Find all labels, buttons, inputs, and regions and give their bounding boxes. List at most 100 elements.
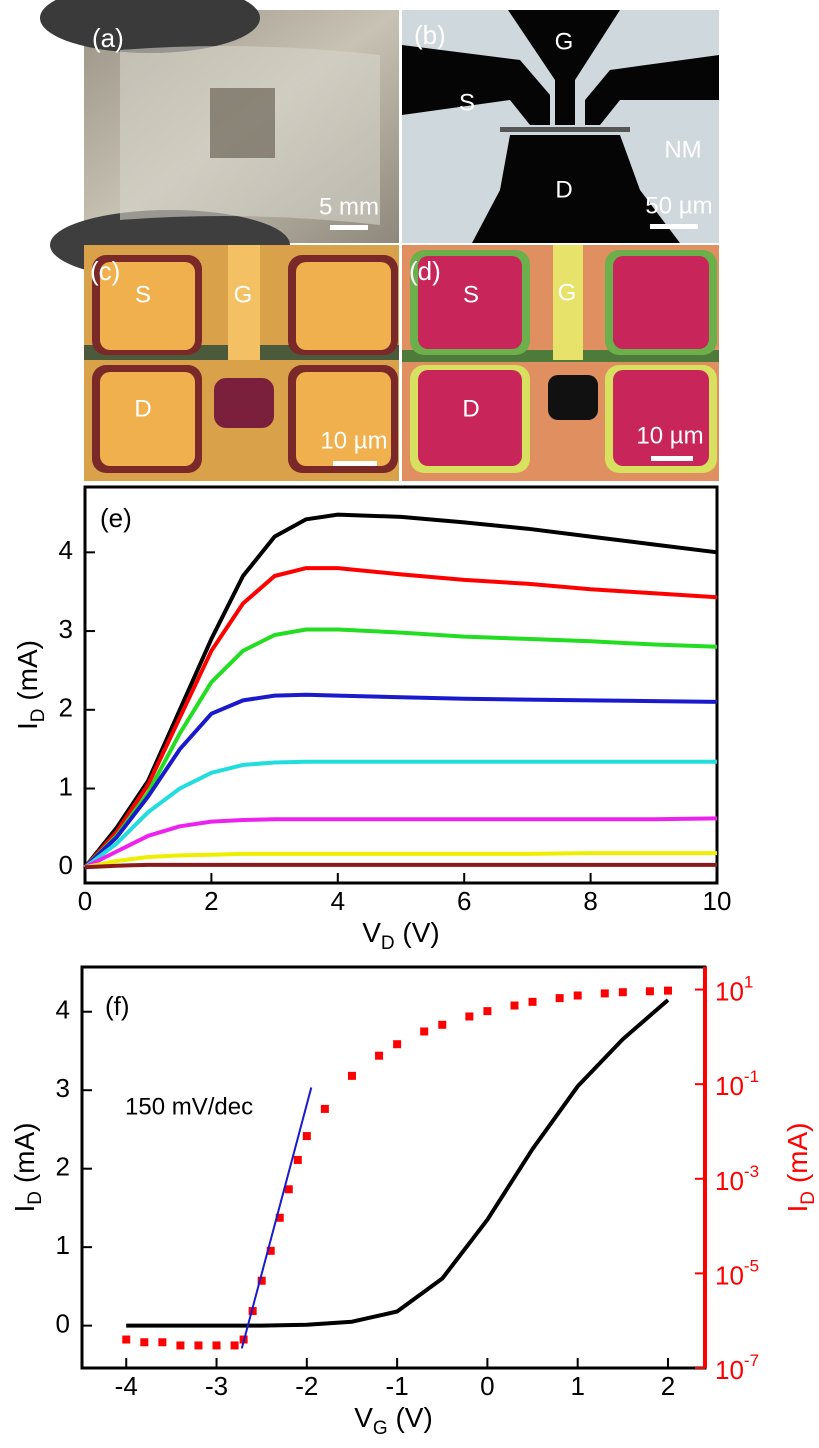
panel-label: (e) bbox=[100, 503, 132, 533]
region-label: NM bbox=[664, 136, 701, 163]
label-part: D bbox=[381, 933, 395, 954]
x-tick-label: 2 bbox=[204, 886, 218, 916]
x-tick-label: 0 bbox=[78, 886, 92, 916]
data-point bbox=[140, 1338, 148, 1346]
data-point bbox=[664, 987, 672, 995]
plot-frame bbox=[82, 967, 705, 1368]
data-line bbox=[126, 1000, 668, 1326]
region-label: S bbox=[463, 281, 479, 308]
scale-bar-label: 5 mm bbox=[319, 193, 379, 220]
y-tick-label: 2 bbox=[59, 693, 73, 723]
label-part: 10 bbox=[715, 1355, 744, 1385]
y2-tick-label: 10-7 bbox=[715, 1351, 759, 1384]
data-point bbox=[574, 991, 582, 999]
region-label: G bbox=[234, 281, 253, 308]
y-tick-label: 1 bbox=[56, 1230, 70, 1260]
x-tick-label: -1 bbox=[386, 1371, 409, 1401]
data-point bbox=[393, 1040, 401, 1048]
data-point bbox=[122, 1336, 130, 1344]
data-point bbox=[510, 1002, 518, 1010]
data-point bbox=[556, 994, 564, 1002]
photo-d: (d) S G D 10 µm bbox=[402, 245, 719, 481]
x-tick-label: 0 bbox=[480, 1371, 494, 1401]
data-point bbox=[176, 1341, 184, 1349]
data-point bbox=[420, 1027, 428, 1035]
panel-label: (f) bbox=[105, 991, 130, 1021]
label-part: (V) bbox=[388, 1402, 433, 1433]
label-part: (mA) bbox=[9, 1123, 40, 1191]
label-part: D bbox=[28, 708, 49, 722]
label-part: -3 bbox=[744, 1162, 759, 1181]
y-axis-label: ID (mA) bbox=[9, 1123, 46, 1213]
data-line bbox=[85, 515, 717, 868]
region-label: S bbox=[459, 89, 475, 116]
label-part: I bbox=[9, 1205, 40, 1213]
data-point bbox=[158, 1338, 166, 1346]
label-part: 10 bbox=[715, 1071, 744, 1101]
data-point bbox=[231, 1341, 239, 1349]
data-line bbox=[85, 568, 717, 867]
y-tick-label: 3 bbox=[59, 614, 73, 644]
data-line bbox=[242, 1088, 311, 1349]
y2-tick-label: 101 bbox=[715, 973, 753, 1006]
data-point bbox=[213, 1341, 221, 1349]
label-part: V bbox=[354, 1402, 373, 1433]
y2-tick-label: 10-3 bbox=[715, 1162, 759, 1195]
label-part: I bbox=[12, 722, 43, 730]
annotation: 150 mV/dec bbox=[125, 1093, 253, 1120]
label-part: -5 bbox=[744, 1257, 759, 1276]
label-part: D bbox=[798, 1191, 819, 1205]
x-tick-label: 2 bbox=[661, 1371, 675, 1401]
y-axis-label: ID (mA) bbox=[12, 640, 49, 730]
region-label: G bbox=[555, 28, 574, 55]
data-point bbox=[294, 1156, 302, 1164]
y-tick-label: 3 bbox=[56, 1073, 70, 1103]
data-point bbox=[601, 989, 609, 997]
label-part: 10 bbox=[715, 976, 744, 1006]
scale-bar-label: 50 µm bbox=[645, 192, 712, 219]
data-line bbox=[85, 818, 717, 867]
x-tick-label: 4 bbox=[331, 886, 345, 916]
y2-tick-label: 10-5 bbox=[715, 1257, 759, 1290]
photo-c: (c) S G D 10 µm bbox=[84, 245, 399, 481]
data-line bbox=[85, 865, 717, 867]
y-tick-label: 4 bbox=[59, 535, 73, 565]
y-tick-label: 0 bbox=[59, 850, 73, 880]
data-point bbox=[529, 998, 537, 1006]
y-tick-label: 2 bbox=[56, 1152, 70, 1182]
data-point bbox=[321, 1105, 329, 1113]
data-point bbox=[646, 987, 654, 995]
data-point bbox=[348, 1072, 356, 1080]
data-point bbox=[465, 1012, 473, 1020]
x-tick-label: -2 bbox=[295, 1371, 318, 1401]
label-part: D bbox=[25, 1191, 46, 1205]
page: (a) 5 mm (b) G S NM D 50 µm (c) S G D 10… bbox=[0, 0, 819, 1448]
data-point bbox=[194, 1341, 202, 1349]
label-part: (mA) bbox=[12, 640, 43, 708]
scale-bar-label: 10 µm bbox=[320, 427, 387, 454]
y-tick-label: 0 bbox=[56, 1308, 70, 1338]
x-axis-label: VD (V) bbox=[362, 917, 440, 954]
panel-label: (c) bbox=[90, 256, 120, 286]
x-tick-label: 6 bbox=[457, 886, 471, 916]
region-label: D bbox=[134, 395, 151, 422]
region-label: G bbox=[558, 279, 577, 306]
region-label: S bbox=[135, 281, 151, 308]
y-tick-label: 1 bbox=[59, 771, 73, 801]
x-axis-label: VG (V) bbox=[354, 1402, 433, 1439]
panel-label: (d) bbox=[409, 256, 441, 286]
label-part: 10 bbox=[715, 1260, 744, 1290]
label-part: (V) bbox=[395, 917, 440, 948]
scale-bar-label: 10 µm bbox=[636, 422, 703, 449]
data-point bbox=[303, 1132, 311, 1140]
panel-label: (a) bbox=[92, 23, 124, 53]
label-part: -7 bbox=[744, 1351, 759, 1370]
x-tick-label: 8 bbox=[583, 886, 597, 916]
plot-frame bbox=[85, 487, 717, 883]
x-tick-label: -3 bbox=[205, 1371, 228, 1401]
x-tick-label: 10 bbox=[703, 886, 732, 916]
data-point bbox=[483, 1007, 491, 1015]
x-tick-label: 1 bbox=[570, 1371, 584, 1401]
region-label: D bbox=[555, 176, 572, 203]
photo-b: (b) G S NM D 50 µm bbox=[402, 10, 719, 243]
